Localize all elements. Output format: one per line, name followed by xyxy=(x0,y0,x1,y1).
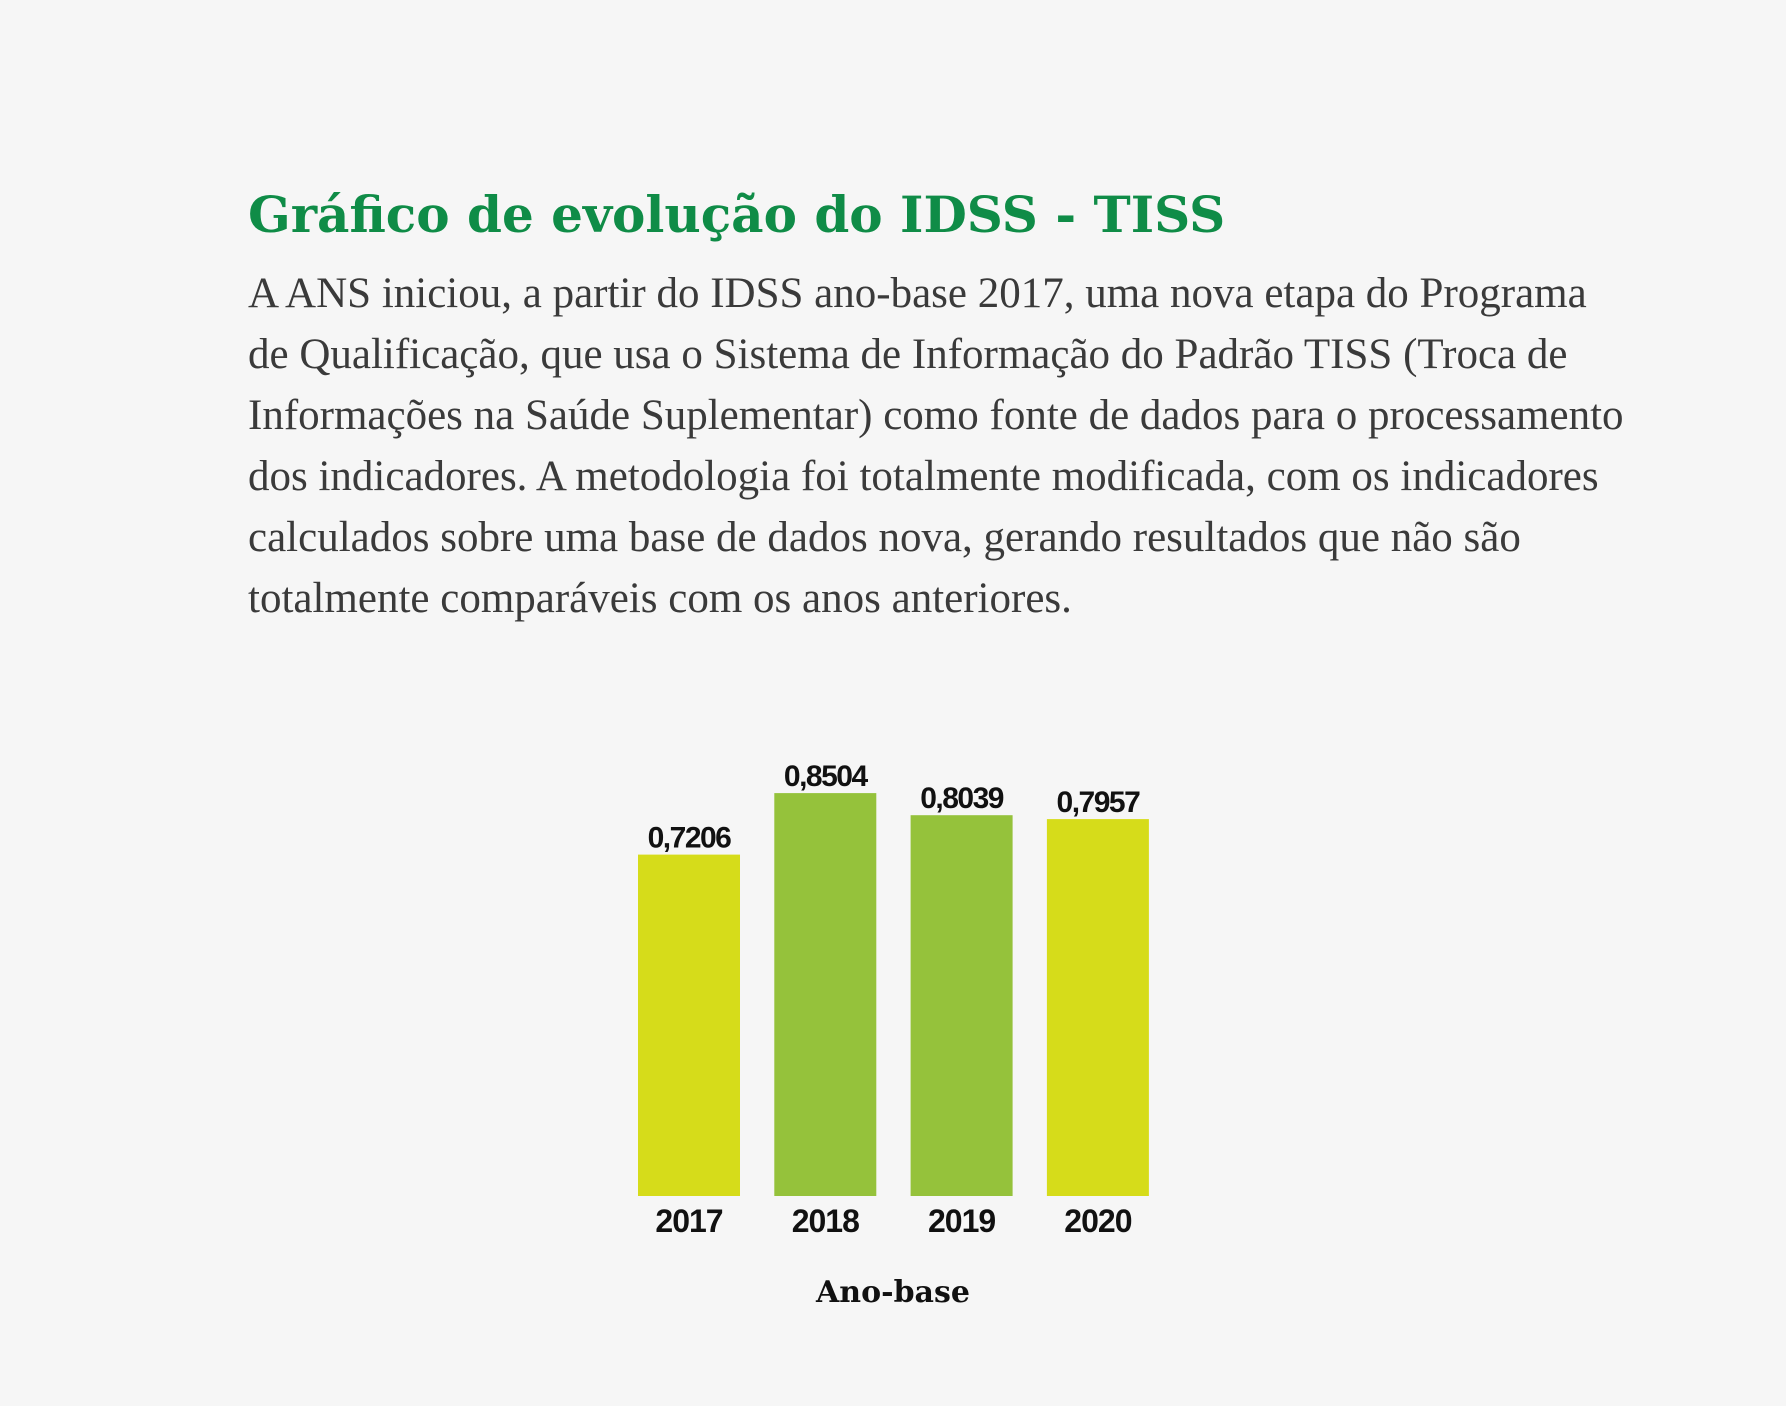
x-tick-label-2017: 2017 xyxy=(655,1203,722,1239)
bar-2019 xyxy=(910,815,1013,1196)
bar-2018 xyxy=(774,793,877,1196)
chart-title: Gráfico de evolução do IDSS - TISS xyxy=(248,185,1226,244)
value-label-2019: 0,8039 xyxy=(920,782,1004,815)
bars-group xyxy=(638,793,1149,1196)
value-labels-group: 0,7206 0,8504 0,8039 0,7957 xyxy=(648,760,1142,855)
x-tick-labels-group: 2017 2018 2019 2020 xyxy=(655,1203,1132,1239)
value-label-2017: 0,7206 xyxy=(648,822,732,855)
bar-2017 xyxy=(638,854,740,1196)
x-axis-title: Ano-base xyxy=(815,1275,970,1310)
x-tick-label-2018: 2018 xyxy=(792,1203,859,1239)
intro-paragraph: A ANS iniciou, a partir do IDSS ano-base… xyxy=(248,270,1624,622)
value-label-2020: 0,7957 xyxy=(1057,786,1141,819)
x-tick-label-2019: 2019 xyxy=(928,1203,995,1239)
x-tick-label-2020: 2020 xyxy=(1064,1203,1131,1239)
bar-2020 xyxy=(1046,819,1149,1196)
value-label-2018: 0,8504 xyxy=(784,760,869,793)
